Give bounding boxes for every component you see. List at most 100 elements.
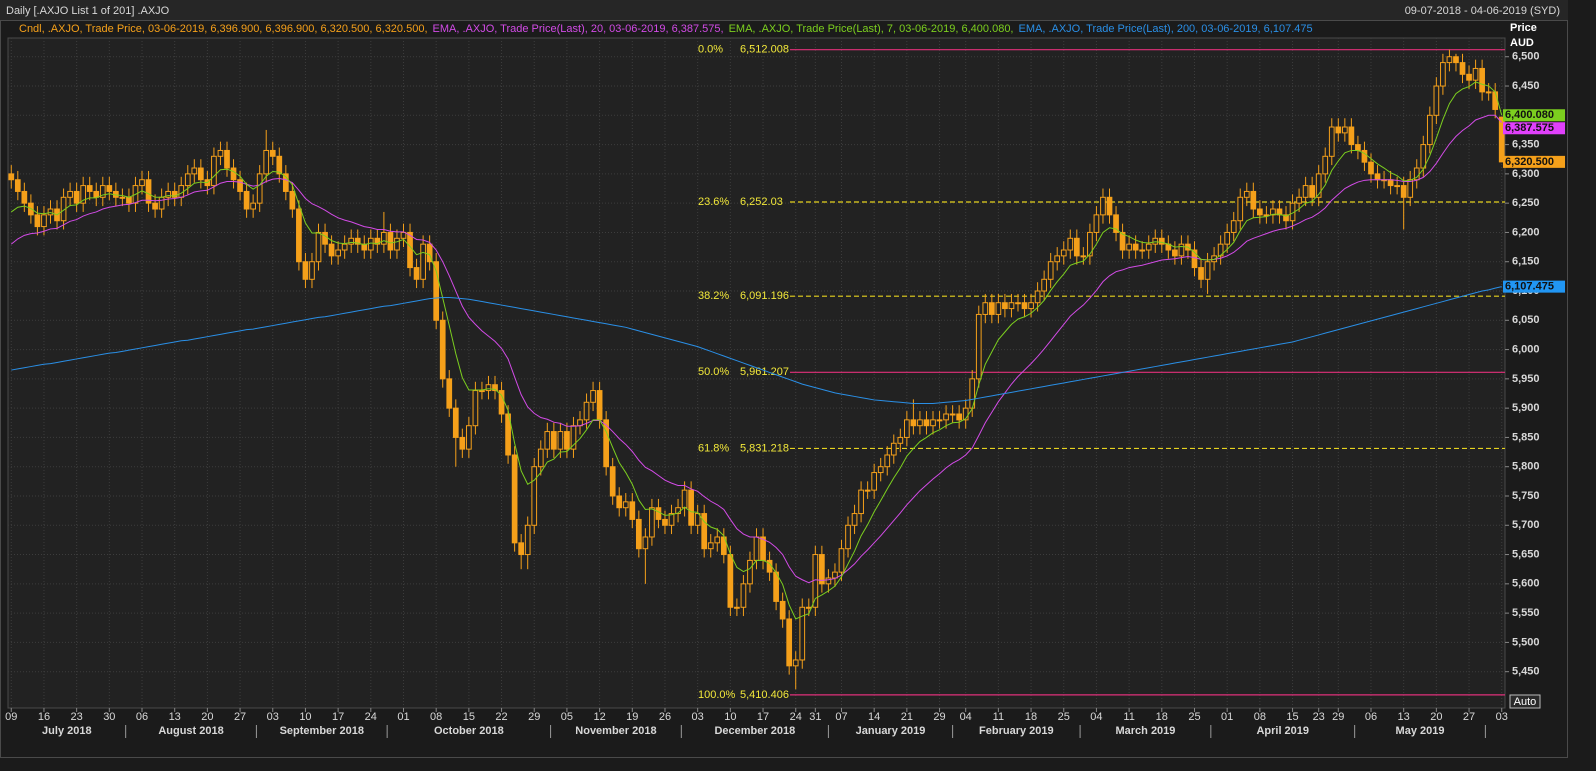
level-value: 6,091.196 xyxy=(740,290,789,302)
candle-body xyxy=(655,507,662,520)
candle-body xyxy=(1302,185,1309,198)
candle-body xyxy=(923,419,930,427)
candle-body xyxy=(753,536,760,561)
candle-body xyxy=(537,448,544,468)
candle-body xyxy=(41,214,47,228)
candle-body xyxy=(498,390,505,415)
ema-line xyxy=(10,81,1503,620)
price-tag-label: 6,400.080 xyxy=(1505,109,1554,121)
candle-body xyxy=(400,231,407,239)
chart-title: Daily [.AXJO List 1 of 201] .AXJO xyxy=(6,5,170,17)
candle-body xyxy=(67,190,73,198)
candle-body xyxy=(14,179,21,192)
candle-body xyxy=(1315,173,1322,198)
month-label: January 2019 xyxy=(856,725,926,737)
y-tick-label: 5,500 xyxy=(1512,636,1540,648)
month-label: May 2019 xyxy=(1396,725,1445,737)
candle-body xyxy=(975,313,982,380)
candle-body xyxy=(1119,231,1126,251)
candle-body xyxy=(1459,62,1466,75)
x-tick-label: 20 xyxy=(201,711,213,723)
legend-entry: EMA, .AXJO, Trade Price(Last), 200, 03-0… xyxy=(1019,23,1313,35)
candle-body xyxy=(394,237,400,251)
candle-body xyxy=(256,173,263,204)
candle-body xyxy=(734,606,740,609)
candle-body xyxy=(917,419,923,427)
candle-body xyxy=(466,425,472,450)
month-label: November 2018 xyxy=(575,725,656,737)
x-tick-label: 25 xyxy=(1188,711,1200,723)
candle-body xyxy=(851,513,858,526)
candle-body xyxy=(1335,126,1342,134)
y-tick-label: 6,000 xyxy=(1512,343,1540,355)
x-tick-label: 30 xyxy=(103,711,115,723)
scale-button-label[interactable]: Auto xyxy=(1514,696,1537,708)
candle-body xyxy=(858,489,864,515)
candle-body xyxy=(1113,214,1119,233)
candle-body xyxy=(564,431,570,450)
candle-body xyxy=(596,390,603,421)
candle-body xyxy=(1198,267,1204,280)
candle-body xyxy=(694,513,701,526)
x-tick-label: 15 xyxy=(463,711,475,723)
candle-body xyxy=(230,167,237,181)
x-tick-label: 19 xyxy=(626,711,638,723)
x-tick-label: 10 xyxy=(724,711,736,723)
candle-body xyxy=(1433,85,1440,116)
month-label: February 2019 xyxy=(979,725,1054,737)
y-tick-label: 5,650 xyxy=(1512,548,1540,560)
legend-entry: EMA, .AXJO, Trade Price(Last), 7, 03-06-… xyxy=(729,23,1014,35)
candle-body xyxy=(452,407,459,438)
candle-body xyxy=(518,542,525,556)
candle-body xyxy=(1407,179,1414,198)
candle-body xyxy=(988,302,995,315)
y-tick-label: 6,350 xyxy=(1512,138,1540,150)
candle-body xyxy=(1243,190,1250,198)
candle-body xyxy=(1158,237,1165,245)
candle-body xyxy=(237,179,243,192)
candle-body xyxy=(224,149,230,169)
candle-body xyxy=(276,155,283,175)
month-label: August 2018 xyxy=(158,725,223,737)
candle-body xyxy=(197,167,204,181)
candle-body xyxy=(877,466,884,474)
candle-body xyxy=(21,190,28,204)
month-label: September 2018 xyxy=(280,725,364,737)
candle-body xyxy=(387,231,394,251)
candle-body xyxy=(1015,302,1021,305)
candle-body xyxy=(1394,185,1400,188)
x-tick-label: 04 xyxy=(960,711,972,723)
candle-body xyxy=(1387,179,1394,187)
candle-body xyxy=(531,466,538,526)
candle-body xyxy=(609,466,616,497)
x-tick-label: 12 xyxy=(593,711,605,723)
candle-body xyxy=(282,173,289,192)
scale-button[interactable] xyxy=(1509,694,1541,709)
x-tick-label: 25 xyxy=(1058,711,1070,723)
candle-body xyxy=(1145,243,1152,251)
candle-body xyxy=(296,208,302,263)
level-label: 38.2% xyxy=(698,290,729,302)
price-tag xyxy=(1503,280,1565,293)
x-tick-label: 20 xyxy=(1430,711,1442,723)
candle-body xyxy=(714,536,721,544)
candle-body xyxy=(322,231,328,245)
candle-body xyxy=(335,249,341,257)
plot-area xyxy=(7,37,1506,709)
candle-body xyxy=(635,518,642,550)
x-tick-label: 01 xyxy=(397,711,409,723)
candle-body xyxy=(328,243,335,257)
candle-body xyxy=(956,413,963,421)
price-tag-label: 6,387.575 xyxy=(1505,122,1554,134)
candle-body xyxy=(119,196,126,199)
candle-body xyxy=(668,513,675,526)
candle-body xyxy=(354,237,361,245)
candle-body xyxy=(799,606,806,661)
candle-body xyxy=(243,190,250,210)
candle-body xyxy=(1453,56,1459,64)
candle-body xyxy=(845,524,851,550)
candle-body xyxy=(289,190,296,210)
price-tag xyxy=(1503,155,1565,168)
candle-body xyxy=(1296,196,1302,204)
candle-body xyxy=(1257,208,1263,216)
